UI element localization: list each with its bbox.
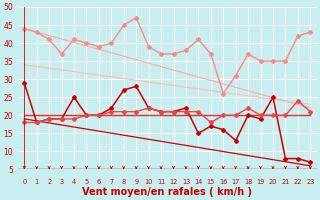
X-axis label: Vent moyen/en rafales ( km/h ): Vent moyen/en rafales ( km/h ) (82, 187, 252, 197)
